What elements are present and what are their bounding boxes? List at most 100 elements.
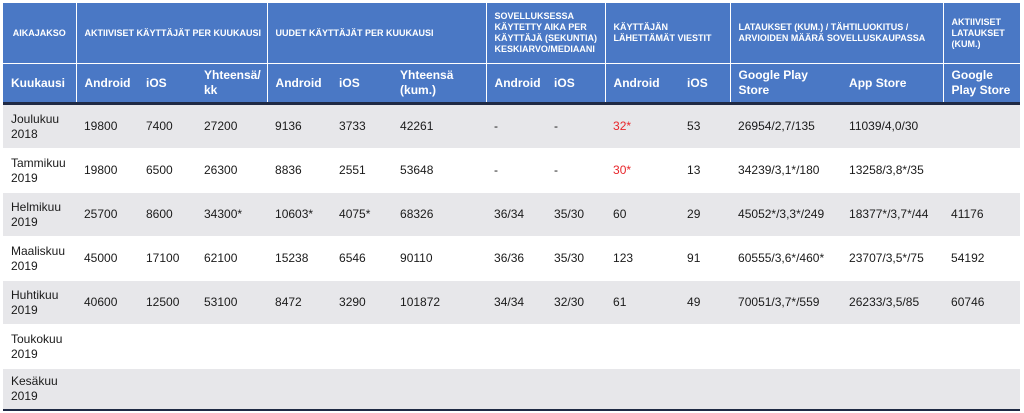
table-cell (196, 324, 268, 369)
column-header-row: Kuukausi Android iOS Yhteensä/ kk Androi… (3, 63, 1021, 105)
table-cell: 45052*/3,3*/249 (730, 192, 842, 237)
period-cell: Huhtikuu 2019 (3, 280, 76, 325)
column-header: iOS (679, 63, 731, 105)
table-cell: 68326 (392, 192, 487, 237)
table-cell: 17100 (138, 236, 196, 281)
table-cell: 3733 (331, 103, 393, 149)
table-cell: 60 (605, 192, 680, 237)
table-cell: 13258/3,8*/35 (841, 148, 944, 193)
app-statistics-table: AIKAJAKSO AKTIIVISET KÄYTTÄJÄT PER KUUKA… (3, 3, 1021, 411)
group-header-time-in-app: SOVELLUKSESSA KÄYTETTY AIKA PER KÄYTTÄJÄ… (486, 3, 606, 64)
table-cell: 18377*/3,7*/44 (841, 192, 944, 237)
table-cell: - (486, 148, 547, 193)
table-cell: 90110 (392, 236, 487, 281)
table-cell: 53648 (392, 148, 487, 193)
group-header-period: AIKAJAKSO (3, 3, 77, 64)
table-cell (841, 324, 944, 369)
table-cell (267, 324, 332, 369)
table-cell: 35/30 (546, 192, 606, 237)
table-cell (546, 368, 606, 411)
table-cell: 2551 (331, 148, 393, 193)
table-cell: 15238 (267, 236, 332, 281)
group-header-messages: KÄYTTÄJÄN LÄHETTÄMÄT VIESTIT (605, 3, 731, 64)
table-cell (730, 324, 842, 369)
column-header: iOS (546, 63, 606, 105)
table-cell: 53 (679, 103, 731, 149)
table-cell (943, 103, 1021, 149)
column-header: iOS (331, 63, 393, 105)
table-cell: 8600 (138, 192, 196, 237)
table-cell: 10603* (267, 192, 332, 237)
table-cell (943, 324, 1021, 369)
table-cell (76, 368, 138, 411)
column-header: iOS (138, 63, 196, 105)
table-row: Huhtikuu 2019 40600 12500 53100 8472 329… (3, 280, 1021, 325)
table-cell (605, 324, 680, 369)
column-header: Google Play Store (943, 63, 1021, 105)
table-cell: 29 (679, 192, 731, 237)
table-cell: 19800 (76, 103, 138, 149)
period-cell: Tammikuu 2019 (3, 148, 76, 193)
table-cell: 8472 (267, 280, 332, 325)
table-cell: 34239/3,1*/180 (730, 148, 842, 193)
table-cell: 32/30 (546, 280, 606, 325)
period-cell: Joulukuu 2018 (3, 103, 76, 149)
table-cell: 26954/2,7/135 (730, 103, 842, 149)
table-cell: 70051/3,7*/559 (730, 280, 842, 325)
column-header: App Store (841, 63, 944, 105)
table-cell: 36/36 (486, 236, 547, 281)
table-row: Maaliskuu 2019 45000 17100 62100 15238 6… (3, 236, 1021, 281)
column-header: Google Play Store (730, 63, 842, 105)
table-cell: 41176 (943, 192, 1021, 237)
table-cell: 35/30 (546, 236, 606, 281)
table-cell: 11039/4,0/30 (841, 103, 944, 149)
table-cell: 4075* (331, 192, 393, 237)
group-header-active-downloads: AKTIIVISET LATAUKSET (KUM.) (943, 3, 1021, 64)
table-cell-highlight: 32* (605, 103, 680, 149)
column-header: Kuukausi (3, 63, 77, 105)
period-cell: Maaliskuu 2019 (3, 236, 76, 281)
table-row: Helmikuu 2019 25700 8600 34300* 10603* 4… (3, 192, 1021, 237)
table-cell (679, 324, 731, 369)
table-cell (331, 324, 393, 369)
table-cell: 62100 (196, 236, 268, 281)
table-cell: 34/34 (486, 280, 547, 325)
table-cell: 26300 (196, 148, 268, 193)
column-header: Yhteensä/ kk (196, 63, 268, 105)
table-cell: 42261 (392, 103, 487, 149)
table-cell: 34300* (196, 192, 268, 237)
table-cell (546, 324, 606, 369)
column-header: Android (605, 63, 680, 105)
table-cell (943, 368, 1021, 411)
table-cell (331, 368, 393, 411)
table-cell (841, 368, 944, 411)
table-cell: 6546 (331, 236, 393, 281)
table-cell: 123 (605, 236, 680, 281)
stats-table-container: AIKAJAKSO AKTIIVISET KÄYTTÄJÄT PER KUUKA… (3, 3, 1021, 411)
column-header: Android (267, 63, 332, 105)
table-cell: 9136 (267, 103, 332, 149)
group-header-downloads-ratings: LATAUKSET (KUM.) / TÄHTILUOKITUS / ARVIO… (730, 3, 944, 64)
period-cell: Kesäkuu 2019 (3, 368, 76, 411)
table-cell: 101872 (392, 280, 487, 325)
period-cell: Toukokuu 2019 (3, 324, 76, 369)
table-cell (943, 148, 1021, 193)
table-cell: 60555/3,6*/460* (730, 236, 842, 281)
table-cell (605, 368, 680, 411)
table-cell (679, 368, 731, 411)
table-cell: 45000 (76, 236, 138, 281)
table-row: Kesäkuu 2019 (3, 368, 1021, 411)
table-cell: 12500 (138, 280, 196, 325)
table-cell (138, 368, 196, 411)
table-row: Toukokuu 2019 (3, 324, 1021, 369)
table-cell: 3290 (331, 280, 393, 325)
column-header: Android (486, 63, 547, 105)
table-cell: 27200 (196, 103, 268, 149)
table-cell (76, 324, 138, 369)
group-header-row: AIKAJAKSO AKTIIVISET KÄYTTÄJÄT PER KUUKA… (3, 3, 1021, 64)
table-cell: 53100 (196, 280, 268, 325)
table-cell: 23707/3,5*/75 (841, 236, 944, 281)
table-cell: 61 (605, 280, 680, 325)
table-cell (392, 368, 487, 411)
table-cell: 26233/3,5/85 (841, 280, 944, 325)
